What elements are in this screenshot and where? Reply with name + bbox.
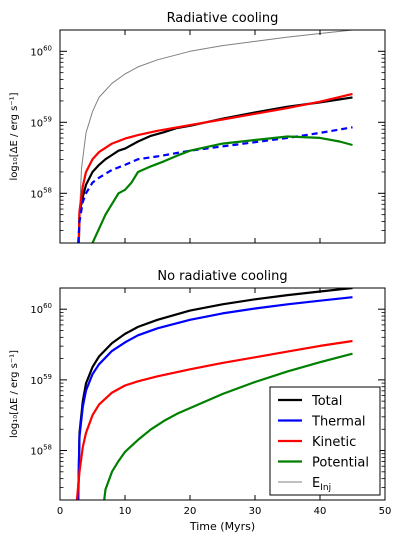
- series-line-kinetic: [75, 339, 353, 500]
- top-panel: Radiative cooling 1058 1059 1060 log₁₀[ΔE / …: [9, 11, 386, 244]
- series-line-kinetic: [77, 92, 353, 243]
- x-tick-label: 50: [379, 506, 392, 517]
- series-group: [75, 288, 353, 500]
- x-tick-label: 10: [119, 506, 132, 517]
- legend-label: Potential: [312, 456, 369, 471]
- bottom-panel: No radiative cooling 0 10 20 30 40 50 1058 1059 1…: [9, 269, 391, 533]
- x-tick-label: 20: [184, 506, 197, 517]
- y-tick-label: 1058: [30, 444, 52, 458]
- legend-label: Total: [311, 394, 342, 409]
- series-line-total: [77, 288, 353, 500]
- x-tick-label: 30: [249, 506, 262, 517]
- x-tick-label: 40: [314, 506, 327, 517]
- y-tick-label: 1058: [30, 186, 52, 200]
- y-axis-label: log₁₀[ΔE / erg s⁻¹]: [9, 92, 20, 180]
- y-tick-label: 1059: [30, 115, 52, 129]
- chart-title: No radiative cooling: [157, 269, 287, 284]
- axes-frame: [59, 29, 386, 244]
- x-tick-label: 0: [57, 506, 63, 517]
- x-axis-label: Time (Myrs): [189, 520, 255, 533]
- series-line-potential: [91, 135, 353, 243]
- y-tick-label: 1060: [30, 44, 52, 58]
- series-line-e-inj: [79, 30, 353, 215]
- chart-title: Radiative cooling: [167, 11, 279, 26]
- legend-label: Thermal: [311, 415, 366, 430]
- series-line-total: [77, 96, 353, 243]
- axes-frame: [59, 287, 386, 501]
- y-tick-label: 1059: [30, 373, 52, 387]
- series-line-thermal: [77, 296, 353, 500]
- legend-label: Kinetic: [312, 435, 356, 450]
- y-axis-label: log₁₀[ΔE / erg s⁻¹]: [9, 350, 20, 438]
- y-tick-label: 1060: [30, 302, 52, 316]
- series-group: [77, 30, 353, 243]
- series-line-potential: [103, 352, 353, 500]
